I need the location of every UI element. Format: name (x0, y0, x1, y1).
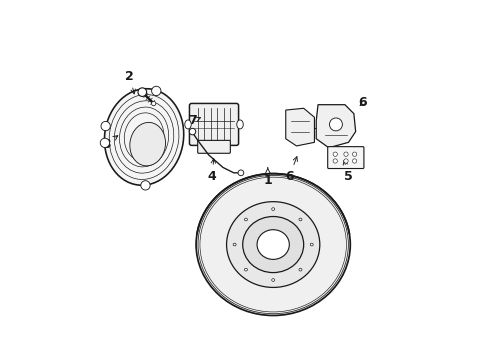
Text: 6: 6 (358, 96, 366, 109)
Circle shape (151, 86, 161, 96)
Ellipse shape (298, 218, 301, 221)
Text: 5: 5 (343, 160, 352, 183)
Ellipse shape (236, 120, 243, 129)
Ellipse shape (233, 243, 236, 246)
Ellipse shape (130, 122, 165, 166)
FancyBboxPatch shape (197, 140, 230, 153)
Ellipse shape (244, 268, 247, 271)
Circle shape (332, 152, 337, 156)
Ellipse shape (184, 120, 191, 129)
Circle shape (100, 138, 109, 148)
FancyBboxPatch shape (189, 103, 238, 145)
Circle shape (332, 159, 337, 163)
Circle shape (352, 152, 356, 156)
Ellipse shape (226, 202, 319, 287)
Circle shape (343, 152, 347, 156)
Circle shape (138, 88, 146, 96)
Text: 6: 6 (285, 157, 297, 183)
Ellipse shape (196, 174, 349, 315)
Circle shape (101, 121, 110, 131)
Text: 4: 4 (207, 159, 216, 183)
Ellipse shape (244, 218, 247, 221)
Circle shape (141, 181, 150, 190)
Text: 7: 7 (188, 114, 200, 127)
Circle shape (189, 129, 195, 135)
Circle shape (151, 102, 156, 106)
Ellipse shape (271, 279, 274, 282)
Polygon shape (285, 108, 314, 146)
Circle shape (352, 159, 356, 163)
Ellipse shape (298, 268, 301, 271)
Text: 1: 1 (263, 168, 272, 186)
Text: 2: 2 (125, 69, 135, 94)
Ellipse shape (310, 243, 313, 246)
Text: 3: 3 (102, 136, 118, 150)
Ellipse shape (242, 216, 303, 273)
Ellipse shape (104, 89, 183, 185)
Circle shape (238, 170, 244, 176)
Ellipse shape (257, 230, 289, 260)
Circle shape (329, 118, 342, 131)
Circle shape (343, 159, 347, 163)
FancyBboxPatch shape (327, 147, 363, 168)
Ellipse shape (271, 208, 274, 211)
Polygon shape (316, 105, 355, 148)
